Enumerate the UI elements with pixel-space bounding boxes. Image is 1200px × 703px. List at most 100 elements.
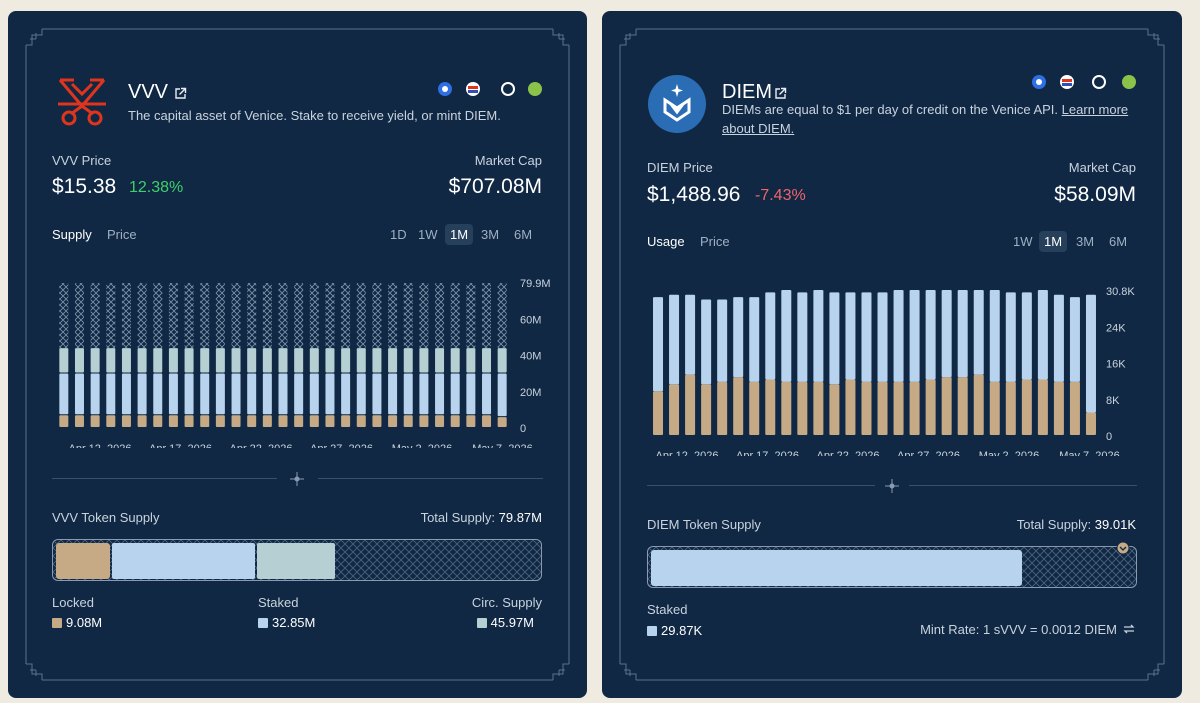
- bar-segment-1-1: [669, 294, 680, 385]
- coingecko-icon[interactable]: [1122, 75, 1136, 89]
- tab-price[interactable]: Price: [700, 234, 730, 249]
- bar-segment-0-19: [957, 377, 968, 435]
- bar-staked-8: [184, 373, 194, 415]
- handle-icon[interactable]: [1116, 541, 1130, 555]
- diem-mcap-label: Market Cap: [1068, 160, 1136, 175]
- bar-remaining-24: [435, 283, 445, 349]
- bar-locked-26: [466, 415, 476, 427]
- bar-staked-10: [215, 373, 225, 415]
- x-tick-label: May 7, 2026: [472, 443, 533, 448]
- bar-circ-supply-27: [482, 348, 492, 373]
- bar-segment-0-25: [1053, 381, 1064, 435]
- tab-price[interactable]: Price: [107, 227, 137, 242]
- x-tick-label: Apr 22, 2026: [230, 443, 293, 448]
- bar-locked-18: [341, 415, 351, 427]
- bar-remaining-22: [403, 283, 413, 349]
- diem-title: DIEM: [722, 81, 772, 103]
- bar-remaining-6: [153, 283, 163, 349]
- legend-locked-label: Locked: [52, 595, 94, 610]
- bar-segment-1-3: [701, 299, 712, 385]
- coingecko-icon[interactable]: [528, 82, 542, 96]
- legend-staked-label: Staked: [258, 595, 299, 610]
- coinmarketcap-icon[interactable]: [501, 82, 515, 96]
- bar-locked-17: [325, 415, 335, 427]
- tab-supply[interactable]: Supply: [52, 227, 92, 242]
- vvv-supply-title: VVV Token Supply: [52, 510, 160, 525]
- diem-usage-chart: 30.8K 24K 16K 8K 0 Apr 12, 2026 Apr 17, 2026 Ap…: [653, 286, 1135, 456]
- bar-locked-2: [90, 415, 100, 427]
- range-1d[interactable]: 1D: [390, 227, 407, 242]
- bar-locked-3: [106, 415, 116, 427]
- range-1w[interactable]: 1W: [418, 227, 438, 242]
- bar-staked-1: [74, 373, 84, 415]
- bar-staked-23: [419, 373, 429, 415]
- bar-segment-1-19: [957, 290, 968, 378]
- diem-mcap: $58.09M: [1054, 183, 1136, 206]
- vvv-total-value: 79.87M: [498, 510, 542, 525]
- bar-segment-0-6: [749, 381, 760, 435]
- bar-staked-16: [309, 373, 319, 415]
- bar-remaining-5: [137, 283, 147, 349]
- bar-staked-20: [372, 373, 382, 415]
- bar-circ-supply-24: [435, 348, 445, 373]
- bar-remaining-19: [356, 283, 366, 349]
- bar-staked-12: [247, 373, 257, 415]
- bar-circ-supply-0: [59, 348, 69, 373]
- range-6m[interactable]: 6M: [1109, 234, 1128, 249]
- range-3m[interactable]: 3M: [481, 227, 500, 242]
- y-tick-label: 16K: [1106, 359, 1126, 371]
- bar-staked-7: [168, 373, 178, 415]
- range-6m[interactable]: 6M: [514, 227, 533, 242]
- external-link-icon[interactable]: [174, 87, 187, 100]
- bar-segment-0-11: [829, 384, 840, 435]
- range-3m[interactable]: 3M: [1076, 234, 1095, 249]
- coinmarketcap-icon[interactable]: [1092, 75, 1106, 89]
- bar-remaining-18: [341, 283, 351, 349]
- bar-segment-0-2: [685, 374, 696, 435]
- range-1m[interactable]: 1M: [1039, 231, 1068, 252]
- y-tick-label: 30.8K: [1106, 286, 1135, 298]
- kraken-icon[interactable]: [466, 82, 480, 96]
- range-1m[interactable]: 1M: [445, 224, 474, 245]
- bar-segment-1-9: [797, 292, 808, 382]
- learn-more-link[interactable]: Learn more about DIEM.: [722, 102, 1129, 136]
- bar-locked-28: [497, 417, 507, 427]
- bar-segment-1-10: [813, 290, 824, 382]
- bar-segment-1-8: [781, 290, 792, 382]
- y-tick-label: 40M: [520, 351, 541, 363]
- bar-locked-0: [59, 415, 69, 427]
- bar-staked-25: [450, 373, 460, 415]
- bar-circ-supply-22: [403, 348, 413, 373]
- bar-staked-4: [121, 373, 131, 415]
- bar-staked-5: [137, 373, 147, 415]
- bar-circ-supply-18: [341, 348, 351, 373]
- tab-usage[interactable]: Usage: [647, 234, 685, 249]
- bar-segment-0-0: [653, 391, 664, 435]
- bar-remaining-15: [294, 283, 304, 349]
- bar-remaining-13: [262, 283, 272, 349]
- y-tick-label: 8K: [1106, 395, 1120, 407]
- bar-locked-22: [403, 415, 413, 427]
- bar-segment-1-0: [653, 297, 664, 392]
- kraken-icon[interactable]: [1060, 75, 1074, 89]
- bar-remaining-27: [482, 283, 492, 349]
- bar-segment-0-4: [717, 381, 728, 435]
- swap-icon[interactable]: [1122, 622, 1136, 636]
- external-link-icon[interactable]: [774, 87, 787, 100]
- bar-segment-0-23: [1021, 379, 1032, 435]
- coinbase-icon[interactable]: [438, 82, 452, 96]
- bar-circ-supply-23: [419, 348, 429, 373]
- bar-remaining-12: [247, 283, 257, 349]
- range-1w[interactable]: 1W: [1013, 234, 1033, 249]
- bar-remaining-21: [388, 283, 398, 349]
- mint-rate: Mint Rate: 1 sVVV = 0.0012 DIEM: [920, 622, 1117, 637]
- bar-segment-0-1: [669, 384, 680, 435]
- y-tick-label: 20M: [520, 387, 541, 399]
- bar-circ-supply-11: [231, 348, 241, 373]
- x-tick-label: Apr 12, 2026: [656, 450, 719, 456]
- bar-segment-1-2: [685, 294, 696, 375]
- bar-segment-0-27: [1085, 412, 1096, 435]
- bar-circ-supply-16: [309, 348, 319, 373]
- sparkle-icon: [885, 479, 899, 493]
- coinbase-icon[interactable]: [1032, 75, 1046, 89]
